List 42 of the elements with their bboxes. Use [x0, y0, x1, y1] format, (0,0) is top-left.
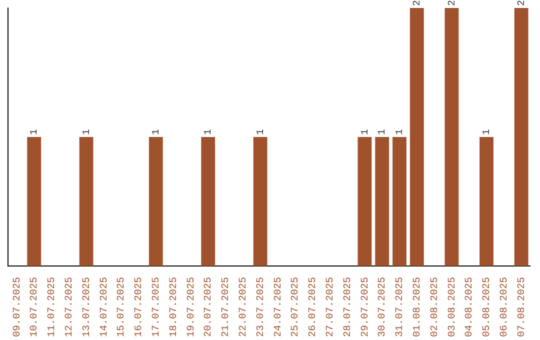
x-tick-label: 28.07.2025	[342, 276, 354, 338]
x-tick-label: 19.07.2025	[186, 276, 198, 338]
x-tick-label: 25.07.2025	[290, 276, 302, 338]
x-tick-label: 05.08.2025	[482, 276, 494, 338]
data-label: 1	[82, 128, 93, 135]
x-tick-label: 26.07.2025	[308, 276, 320, 338]
x-tick-label: 24.07.2025	[273, 276, 284, 338]
x-tick-label: 20.07.2025	[204, 276, 215, 338]
x-tick-label: 21.07.2025	[221, 276, 232, 338]
x-tick-label: 10.07.2025	[30, 276, 41, 338]
x-tick-label: 31.07.2025	[395, 276, 406, 338]
x-tick-label: 15.07.2025	[116, 276, 128, 338]
x-tick-label: 23.07.2025	[256, 276, 267, 338]
x-tick-label: 13.07.2025	[82, 276, 93, 338]
data-label: 2	[516, 0, 528, 6]
x-tick-label: 01.08.2025	[412, 276, 424, 338]
data-label: 2	[412, 0, 424, 6]
data-label: 1	[30, 128, 41, 135]
x-tick-label: 11.07.2025	[47, 276, 58, 338]
x-tick-label: 18.07.2025	[168, 276, 180, 338]
x-tick-label: 09.07.2025	[12, 276, 24, 338]
data-label: 1	[395, 128, 406, 135]
x-tick-label: 14.07.2025	[99, 276, 110, 338]
x-tick-label: 30.07.2025	[378, 276, 389, 338]
data-label: 1	[378, 128, 389, 135]
x-tick-label: 17.07.2025	[152, 276, 163, 338]
x-tick-label: 04.08.2025	[464, 276, 476, 338]
x-tick-label: 03.08.2025	[447, 276, 458, 338]
x-tick-label: 02.08.2025	[430, 276, 441, 338]
x-tick-label: 16.07.2025	[134, 276, 146, 338]
x-tick-label: 06.08.2025	[500, 276, 511, 338]
x-tick-label: 12.07.2025	[64, 276, 76, 338]
data-label: 2	[447, 0, 458, 6]
x-tick-label: 27.07.2025	[326, 276, 337, 338]
data-label: 1	[360, 128, 372, 135]
x-tick-label: 22.07.2025	[238, 276, 250, 338]
data-label: 1	[152, 128, 163, 135]
data-label: 1	[482, 128, 494, 135]
x-tick-label: 29.07.2025	[360, 276, 372, 338]
x-tick-label: 07.08.2025	[516, 276, 528, 338]
data-label: 1	[204, 128, 215, 135]
data-label: 1	[256, 128, 267, 135]
